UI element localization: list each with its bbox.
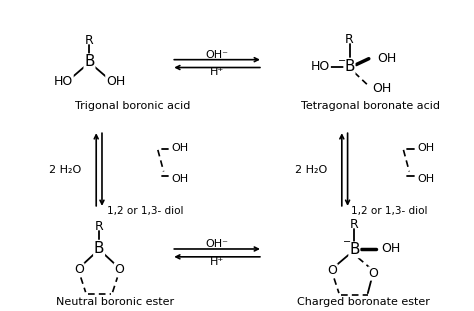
Text: R: R xyxy=(95,220,103,233)
Text: H⁺: H⁺ xyxy=(210,67,224,77)
Text: OH: OH xyxy=(171,174,189,184)
Text: OH: OH xyxy=(417,174,434,184)
Text: B: B xyxy=(84,54,95,69)
Text: 2 H₂O: 2 H₂O xyxy=(295,165,327,174)
Text: R: R xyxy=(350,218,359,231)
Text: Charged boronate ester: Charged boronate ester xyxy=(297,297,429,307)
Text: −: − xyxy=(338,56,346,66)
Text: H⁺: H⁺ xyxy=(210,257,224,267)
Text: Neutral boronic ester: Neutral boronic ester xyxy=(56,297,174,307)
Text: 1,2 or 1,3- diol: 1,2 or 1,3- diol xyxy=(107,206,183,216)
Text: OH: OH xyxy=(377,52,397,65)
Text: OH: OH xyxy=(171,143,189,153)
Text: OH⁻: OH⁻ xyxy=(205,50,228,60)
Text: OH⁻: OH⁻ xyxy=(205,239,228,249)
Text: 2 H₂O: 2 H₂O xyxy=(49,165,82,174)
Text: Tetragonal boronate acid: Tetragonal boronate acid xyxy=(301,101,440,111)
Text: OH: OH xyxy=(417,143,434,153)
Text: O: O xyxy=(327,264,337,277)
Text: R: R xyxy=(345,33,354,46)
Text: OH: OH xyxy=(106,75,125,88)
Text: O: O xyxy=(114,263,124,276)
Text: OH: OH xyxy=(381,243,401,256)
Text: B: B xyxy=(349,243,360,258)
Text: HO: HO xyxy=(311,60,330,73)
Text: B: B xyxy=(94,240,104,256)
Text: Trigonal boronic acid: Trigonal boronic acid xyxy=(75,101,191,111)
Text: HO: HO xyxy=(54,75,73,88)
Text: R: R xyxy=(85,34,94,47)
Text: B: B xyxy=(344,59,355,74)
Text: −: − xyxy=(343,237,351,247)
Text: O: O xyxy=(369,267,379,280)
Text: O: O xyxy=(74,263,84,276)
Text: 1,2 or 1,3- diol: 1,2 or 1,3- diol xyxy=(351,206,428,216)
Text: OH: OH xyxy=(373,81,392,95)
